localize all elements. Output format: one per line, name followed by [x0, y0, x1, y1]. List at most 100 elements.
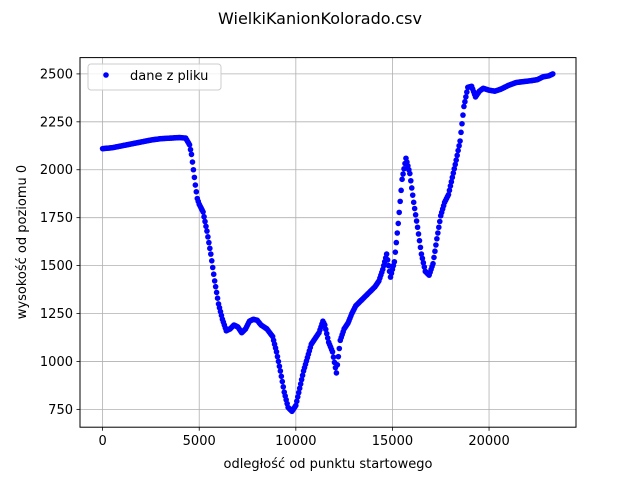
data-point — [280, 384, 287, 390]
data-point — [209, 264, 216, 271]
data-point — [410, 199, 417, 206]
data-point — [279, 378, 286, 385]
data-point — [430, 260, 436, 267]
x-tick-label: 15000 — [372, 434, 413, 449]
data-point — [418, 251, 425, 257]
data-point — [446, 187, 453, 194]
y-tick-label: 750 — [48, 403, 73, 418]
data-point — [383, 251, 390, 257]
x-tick-label: 20000 — [468, 434, 509, 449]
data-point — [459, 120, 465, 127]
data-point — [293, 402, 299, 409]
x-axis-label: odległość od punktu startowego — [224, 457, 433, 472]
data-point — [329, 349, 336, 355]
data-point — [212, 283, 219, 290]
data-point — [205, 234, 211, 240]
data-point — [211, 278, 218, 284]
data-point — [322, 326, 329, 333]
legend-box — [87, 63, 222, 91]
legend-marker — [103, 72, 109, 78]
data-point — [445, 191, 452, 198]
data-point — [435, 230, 441, 236]
data-point — [408, 185, 415, 191]
data-point — [432, 248, 438, 255]
legend-label: dane z pliku — [130, 69, 208, 84]
data-point — [400, 171, 406, 177]
data-point — [454, 152, 460, 159]
data-point — [273, 349, 280, 355]
x-tick-label: 0 — [98, 434, 106, 449]
data-point — [210, 271, 217, 278]
data-point — [392, 249, 399, 255]
data-point — [208, 258, 215, 264]
data-point — [384, 257, 391, 263]
data-point — [274, 353, 281, 360]
data-point — [436, 218, 443, 225]
data-point — [431, 254, 437, 261]
y-tick-label: 1750 — [40, 211, 73, 226]
y-tick-label: 2000 — [40, 163, 73, 178]
data-point — [453, 157, 460, 163]
data-point — [278, 373, 285, 380]
data-point — [414, 224, 421, 231]
data-point — [449, 174, 456, 181]
data-point — [202, 218, 208, 225]
data-point — [461, 103, 467, 110]
data-point — [335, 353, 342, 360]
data-point — [399, 176, 405, 183]
data-point — [299, 372, 306, 379]
data-point — [433, 242, 439, 248]
data-point — [334, 362, 341, 368]
data-point — [450, 170, 457, 176]
data-point — [415, 231, 422, 237]
data-point — [420, 259, 427, 266]
grid-lines — [80, 57, 576, 428]
data-point — [204, 228, 210, 234]
data-point — [203, 223, 209, 230]
data-point — [191, 174, 198, 181]
data-point — [421, 264, 428, 270]
data-point — [213, 289, 220, 296]
data-point — [188, 151, 195, 158]
data-point — [385, 262, 392, 269]
data-point — [322, 322, 328, 328]
data-point — [275, 358, 282, 365]
data-point — [409, 192, 416, 198]
data-point — [417, 244, 424, 251]
data-point — [455, 147, 461, 154]
data-point — [396, 209, 403, 216]
data-point — [457, 138, 463, 144]
data-point — [451, 165, 458, 172]
x-axis-ticks: 0 5000 10000 15000 20000 — [98, 427, 510, 449]
y-tick-label: 2500 — [40, 67, 73, 82]
plot-area — [79, 57, 577, 428]
data-point — [293, 398, 300, 405]
data-point — [192, 182, 199, 188]
data-point — [416, 237, 423, 244]
y-tick-label: 1500 — [40, 259, 73, 274]
data-point — [401, 165, 407, 172]
data-point — [201, 213, 207, 220]
data-point — [452, 161, 459, 168]
legend: dane z pliku — [87, 63, 222, 91]
data-point — [408, 177, 414, 184]
data-point — [393, 239, 400, 246]
data-point — [464, 89, 470, 95]
data-points — [99, 71, 556, 415]
data-point — [336, 345, 343, 352]
data-point — [458, 129, 464, 136]
y-axis-ticks: 750 1000 1250 1500 1750 2000 2250 2500 — [40, 67, 80, 418]
data-point — [394, 230, 401, 236]
data-point — [324, 335, 331, 341]
data-point — [208, 251, 214, 257]
chart-title: WielkiKanionKolorado.csv — [218, 9, 422, 28]
data-point — [434, 235, 440, 242]
data-point — [295, 389, 302, 396]
y-tick-label: 1000 — [40, 355, 73, 370]
data-point — [391, 258, 398, 265]
data-point — [550, 71, 556, 77]
data-point — [298, 376, 305, 383]
data-point — [190, 166, 197, 173]
x-tick-label: 10000 — [275, 434, 316, 449]
